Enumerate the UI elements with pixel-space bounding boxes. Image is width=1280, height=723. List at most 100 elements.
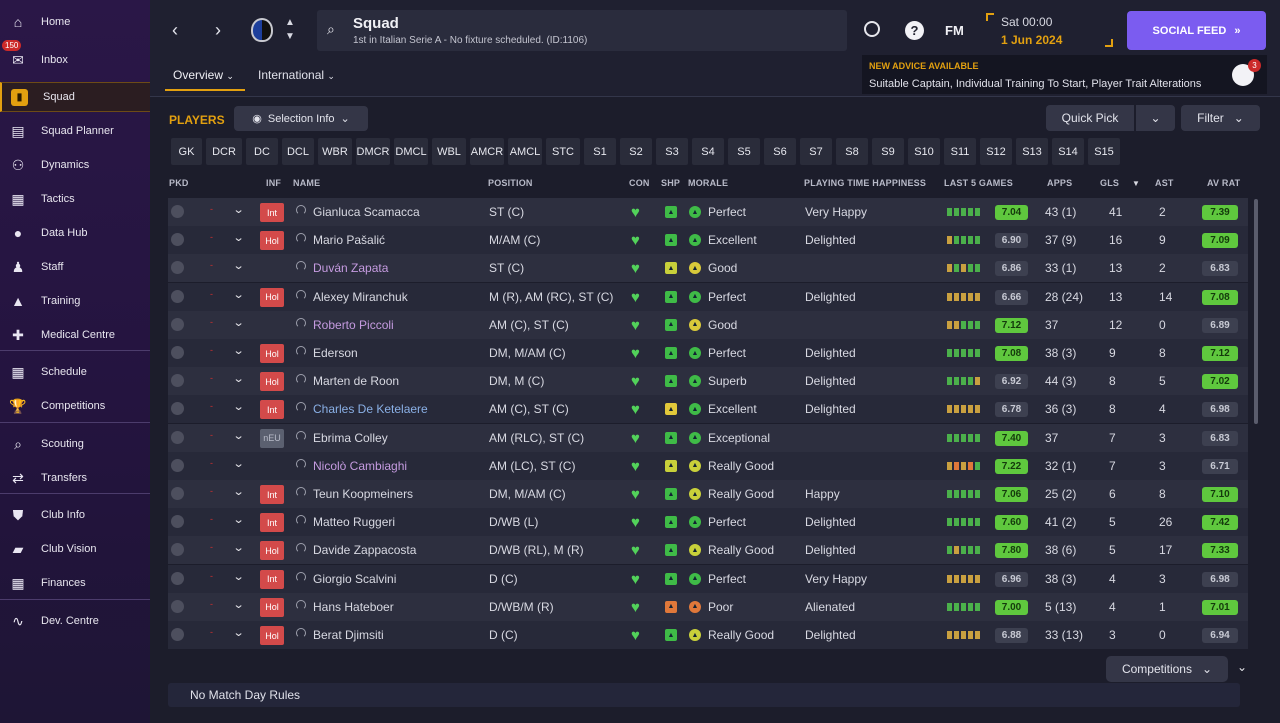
col-morale[interactable]: MORALE [688, 178, 729, 188]
sidebar-item-staff[interactable]: ♟ Staff [0, 252, 150, 282]
position-tab-s5[interactable]: S5 [728, 138, 760, 165]
sidebar-item-club-info[interactable]: ⛊ Club Info [0, 500, 150, 530]
row-expand-chevron-icon[interactable]: ⌄ [232, 429, 245, 442]
social-feed-button[interactable]: SOCIAL FEED » [1127, 11, 1266, 50]
table-row[interactable]: - ⌄ Int Giorgio Scalvini D (C) ♥ ▲ ▲ Perfect Very… [168, 564, 1248, 593]
player-name[interactable]: Gianluca Scamacca [313, 205, 420, 219]
row-expand-chevron-icon[interactable]: ⌄ [232, 204, 245, 216]
table-row[interactable]: - ⌄ Duván Zapata ST (C) ♥ ▲ ▲ Good 6.86 33 (1) 13 2… [168, 254, 1248, 283]
sort-desc-icon[interactable]: ▼ [1132, 179, 1140, 188]
row-expand-chevron-icon[interactable]: ⌄ [232, 486, 245, 498]
position-tab-dmcr[interactable]: DMCR [356, 138, 390, 165]
sidebar-item-medical-centre[interactable]: ✚ Medical Centre [0, 320, 150, 350]
pick-checkbox[interactable] [171, 233, 184, 247]
player-name[interactable]: Duván Zapata [313, 261, 389, 276]
table-row[interactable]: - ⌄ Hol Davide Zappacosta D/WB (RL), M (R) ♥ ▲… [168, 536, 1248, 565]
table-row[interactable]: - ⌄ Int Gianluca Scamacca ST (C) ♥ ▲ ▲ Perfect Ve… [168, 198, 1248, 226]
sidebar-item-finances[interactable]: ▦ Finances [0, 568, 150, 598]
pick-checkbox[interactable] [171, 515, 184, 529]
position-tab-s3[interactable]: S3 [656, 138, 688, 165]
col-playing-time[interactable]: PLAYING TIME HAPPINESS [804, 178, 927, 188]
table-row[interactable]: - ⌄ Hol Berat Djimsiti D (C) ♥ ▲ ▲ Really Good De… [168, 621, 1248, 649]
competitions-button[interactable]: Competitions ⌄ [1106, 656, 1228, 682]
col-apps[interactable]: APPS [1047, 178, 1073, 188]
position-tab-s8[interactable]: S8 [836, 138, 868, 165]
position-tab-s9[interactable]: S9 [872, 138, 904, 165]
globe-icon[interactable] [864, 21, 880, 37]
player-name[interactable]: Hans Hateboer [313, 599, 394, 614]
row-expand-chevron-icon[interactable]: ⌄ [232, 627, 245, 639]
table-row[interactable]: - ⌄ Int Charles De Ketelaere AM (C), ST (C) ♥… [168, 395, 1248, 424]
position-tab-s11[interactable]: S11 [944, 138, 976, 165]
search-icon[interactable]: ⌕ [327, 21, 335, 37]
sidebar-item-competitions[interactable]: 🏆 Competitions [0, 391, 150, 421]
position-tab-wbl[interactable]: WBL [432, 138, 466, 165]
table-row[interactable]: - ⌄ Int Matteo Ruggeri D/WB (L) ♥ ▲ ▲ Perfect Del… [168, 508, 1248, 537]
position-tab-s4[interactable]: S4 [692, 138, 724, 165]
table-row[interactable]: - ⌄ Nicolò Cambiaghi AM (LC), ST (C) ♥ ▲ ▲ Real… [168, 451, 1248, 480]
table-row[interactable]: - ⌄ Roberto Piccoli AM (C), ST (C) ♥ ▲ ▲ Good 7.… [168, 310, 1248, 339]
position-tab-gk[interactable]: GK [171, 138, 202, 165]
col-name[interactable]: NAME [293, 178, 321, 188]
sidebar-item-inbox[interactable]: ✉ Inbox [0, 45, 150, 75]
col-inf[interactable]: INF [266, 178, 282, 188]
title-search-box[interactable]: ⌕ Squad 1st in Italian Serie A - No fixt… [317, 10, 847, 51]
position-tab-s13[interactable]: S13 [1016, 138, 1048, 165]
position-tab-s14[interactable]: S14 [1052, 138, 1084, 165]
sidebar-item-squad[interactable]: ▮ Squad [0, 82, 150, 112]
help-icon[interactable]: ? [905, 21, 924, 40]
position-tab-dmcl[interactable]: DMCL [394, 138, 428, 165]
chevron-up-icon[interactable]: ▲ [285, 17, 295, 28]
row-expand-chevron-icon[interactable]: ⌄ [232, 514, 245, 527]
row-expand-chevron-icon[interactable]: ⌄ [232, 345, 245, 357]
current-date[interactable]: 1 Jun 2024 [1001, 33, 1063, 47]
chevron-down-icon[interactable]: ▼ [285, 31, 295, 42]
date-time[interactable]: Sat 00:00 [1001, 15, 1053, 29]
forward-arrow-icon[interactable]: › [215, 20, 221, 40]
position-tab-dc[interactable]: DC [246, 138, 278, 165]
col-avrat[interactable]: AV RAT [1207, 178, 1241, 188]
sidebar-item-data-hub[interactable]: ● Data Hub [0, 218, 150, 248]
table-row[interactable]: - ⌄ Hol Hans Hateboer D/WB/M (R) ♥ ▲ ▲ Poor Alien… [168, 592, 1248, 621]
player-name[interactable]: Alexey Miranchuk [313, 289, 408, 304]
sidebar-item-home[interactable]: ⌂ Home [0, 7, 150, 37]
back-arrow-icon[interactable]: ‹ [172, 20, 178, 40]
row-expand-chevron-icon[interactable]: ⌄ [232, 401, 245, 414]
tab-overview[interactable]: Overview ⌄ [173, 68, 234, 82]
position-tab-wbr[interactable]: WBR [318, 138, 352, 165]
player-name[interactable]: Ebrima Colley [313, 430, 388, 445]
col-ast[interactable]: AST [1155, 178, 1174, 188]
col-con[interactable]: CON [629, 178, 650, 188]
sidebar-item-tactics[interactable]: ▦ Tactics [0, 184, 150, 214]
row-expand-chevron-icon[interactable]: ⌄ [232, 457, 245, 470]
sidebar-item-dev-centre[interactable]: ∿ Dev. Centre [0, 606, 150, 636]
tab-international[interactable]: International ⌄ [258, 68, 335, 82]
sidebar-item-schedule[interactable]: ▦ Schedule [0, 357, 150, 387]
sidebar-item-training[interactable]: ▲ Training [0, 286, 150, 316]
position-tab-s7[interactable]: S7 [800, 138, 832, 165]
table-row[interactable]: - ⌄ Hol Alexey Miranchuk M (R), AM (RC), ST … [168, 282, 1248, 311]
row-expand-chevron-icon[interactable]: ⌄ [232, 570, 245, 583]
row-expand-chevron-icon[interactable]: ⌄ [232, 232, 245, 245]
col-pkd[interactable]: PKD [169, 178, 189, 188]
pick-checkbox[interactable] [171, 430, 184, 444]
sidebar-item-scouting[interactable]: ⌕ Scouting [0, 429, 150, 459]
pick-checkbox[interactable] [171, 487, 184, 500]
sidebar-item-squad-planner[interactable]: ▤ Squad Planner [0, 116, 150, 146]
position-tab-s1[interactable]: S1 [584, 138, 616, 165]
advice-panel[interactable]: NEW ADVICE AVAILABLE Suitable Captain, I… [862, 55, 1267, 94]
row-expand-chevron-icon[interactable]: ⌄ [232, 598, 245, 611]
position-tab-dcl[interactable]: DCL [282, 138, 314, 165]
player-name[interactable]: Mario Pašalić [313, 233, 386, 248]
quick-pick-button[interactable]: Quick Pick [1046, 105, 1134, 131]
sidebar-item-club-vision[interactable]: ▰ Club Vision [0, 534, 150, 564]
sidebar-item-transfers[interactable]: ⇄ Transfers [0, 463, 150, 493]
position-tab-s10[interactable]: S10 [908, 138, 940, 165]
position-tab-amcl[interactable]: AMCL [508, 138, 542, 165]
match-day-rules-bar[interactable]: No Match Day Rules [168, 683, 1240, 707]
pick-checkbox[interactable] [171, 458, 184, 472]
pick-checkbox[interactable] [171, 317, 184, 331]
player-name[interactable]: Teun Koopmeiners [313, 487, 414, 501]
row-expand-chevron-icon[interactable]: ⌄ [232, 373, 245, 386]
col-last5[interactable]: LAST 5 GAMES [944, 178, 1013, 188]
